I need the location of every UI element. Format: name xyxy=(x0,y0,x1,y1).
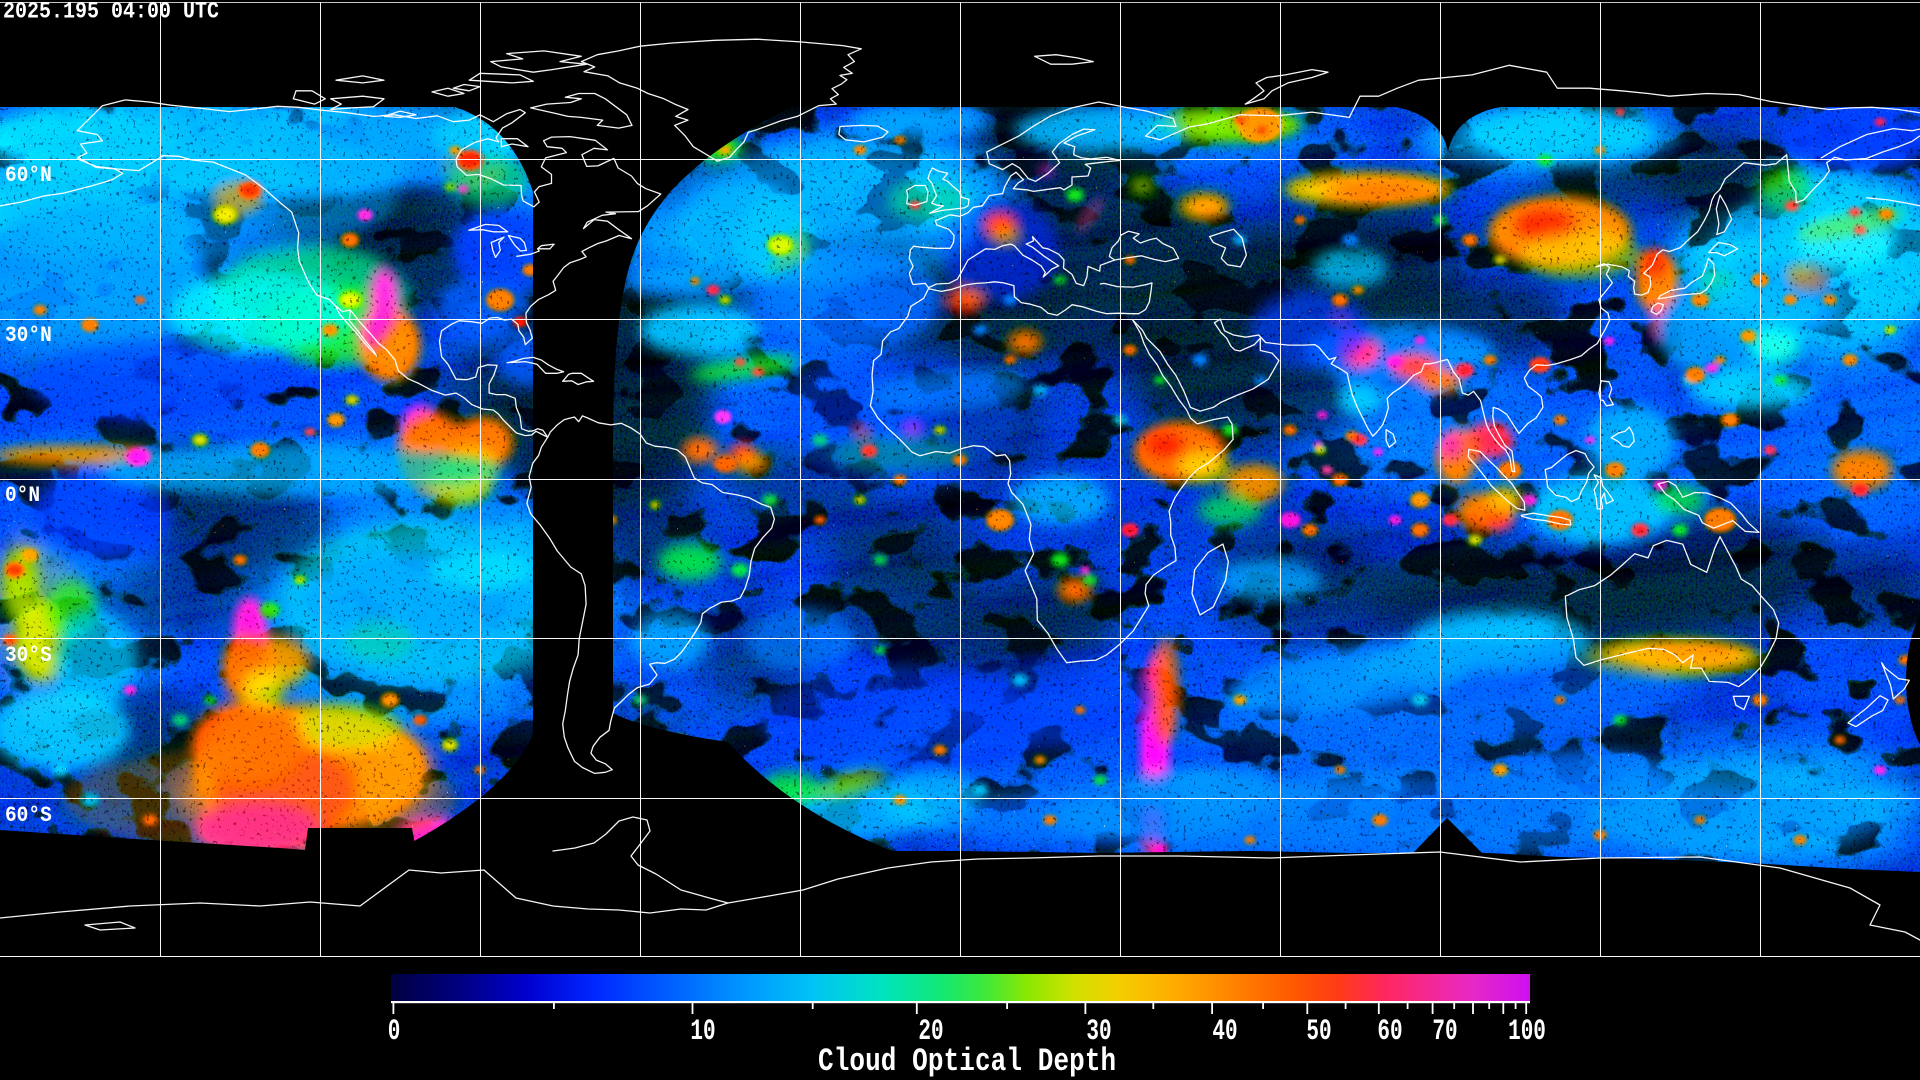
svg-text:50: 50 xyxy=(1306,1015,1331,1049)
svg-text:20: 20 xyxy=(918,1015,943,1049)
svg-text:60°N: 60°N xyxy=(5,164,52,189)
svg-text:0: 0 xyxy=(388,1015,401,1049)
svg-text:40: 40 xyxy=(1212,1015,1237,1049)
svg-text:60°S: 60°S xyxy=(5,804,52,829)
svg-text:30°N: 30°N xyxy=(5,324,52,349)
svg-text:70: 70 xyxy=(1432,1015,1457,1049)
svg-text:30: 30 xyxy=(1086,1015,1111,1049)
svg-text:Cloud Optical Depth: Cloud Optical Depth xyxy=(818,1042,1116,1080)
svg-text:100: 100 xyxy=(1508,1015,1546,1049)
svg-text:2025.195 04:00 UTC: 2025.195 04:00 UTC xyxy=(3,0,219,25)
svg-text:10: 10 xyxy=(690,1015,715,1049)
svg-text:30°S: 30°S xyxy=(5,644,52,669)
svg-text:60: 60 xyxy=(1377,1015,1402,1049)
svg-text:0°N: 0°N xyxy=(5,484,40,509)
